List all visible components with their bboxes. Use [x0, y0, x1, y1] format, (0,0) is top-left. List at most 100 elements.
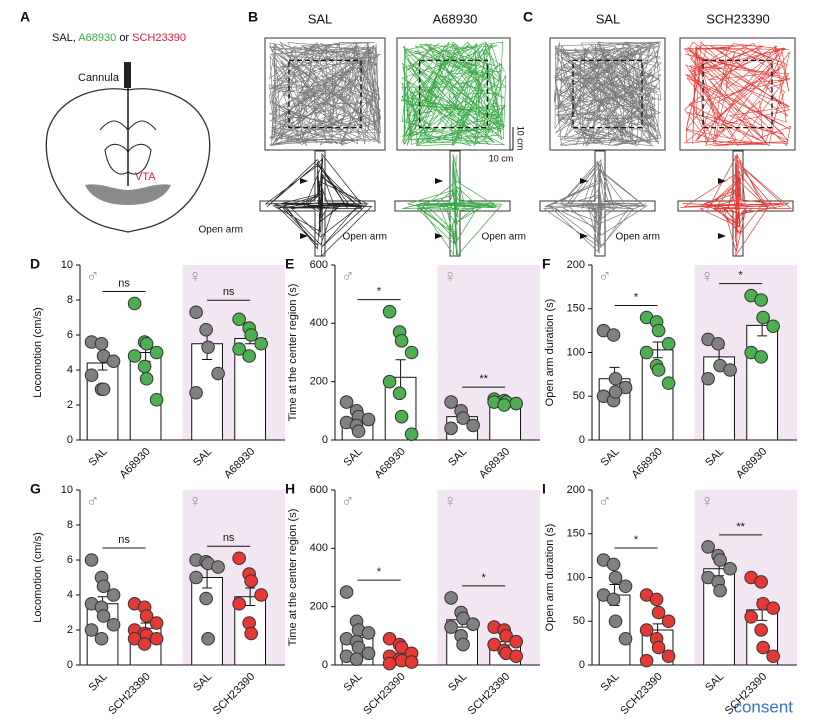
data-point — [211, 560, 225, 574]
data-point — [444, 591, 458, 605]
consent-link[interactable]: consent — [733, 697, 793, 716]
center-zone — [418, 59, 489, 129]
data-point — [84, 623, 99, 637]
data-point — [361, 626, 376, 640]
data-point — [127, 296, 142, 311]
panel-label: B — [248, 9, 258, 25]
error-bar — [652, 341, 663, 359]
y-axis-label: Time at the center region (s) — [287, 509, 299, 647]
panel-label: F — [542, 256, 551, 272]
data-point — [509, 634, 523, 649]
y-tick-label: 0 — [322, 434, 328, 446]
arrow — [435, 178, 443, 184]
data-point — [713, 583, 727, 598]
arrow — [300, 233, 308, 239]
data-point — [444, 421, 458, 436]
significance-label: ns — [118, 534, 130, 546]
bar — [598, 594, 631, 666]
significance-label: * — [738, 270, 743, 282]
error-bar — [245, 587, 256, 606]
data-point — [382, 374, 397, 389]
data-point — [382, 304, 397, 319]
data-point — [756, 640, 770, 655]
data-point — [139, 336, 154, 351]
y-tick-label: 0 — [67, 659, 73, 671]
vta-region — [85, 184, 171, 205]
female-shade — [437, 265, 540, 440]
bar — [746, 324, 779, 441]
sex-symbol: ♀ — [444, 491, 458, 511]
data-point — [201, 340, 215, 355]
y-tick-label: 100 — [567, 346, 585, 358]
data-point — [244, 574, 258, 588]
y-tick-label: 200 — [567, 484, 585, 496]
y-tick-label: 4 — [67, 364, 73, 376]
y-axis-label: Open arm duration (s) — [544, 524, 556, 632]
data-point — [106, 617, 121, 632]
sex-symbol: ♀ — [444, 266, 458, 286]
x-tick-label: SCH23390 — [466, 671, 513, 718]
data-point — [608, 385, 623, 399]
data-point — [394, 334, 409, 348]
significance-label: ns — [223, 532, 235, 544]
data-point — [96, 382, 111, 397]
open-field — [679, 37, 796, 151]
y-axis-label: Open arm duration (s) — [544, 299, 556, 407]
data-point — [106, 354, 121, 369]
sex-symbol: ♀ — [701, 266, 715, 286]
data-point — [392, 386, 407, 401]
data-point — [456, 411, 470, 425]
data-point — [606, 328, 621, 342]
x-tick-label: A68930 — [222, 446, 257, 481]
data-point — [189, 570, 203, 585]
y-tick-label: 6 — [67, 554, 73, 566]
data-point — [618, 631, 633, 646]
data-point — [766, 319, 780, 334]
data-point — [497, 398, 511, 412]
y-tick-label: 200 — [310, 376, 328, 388]
data-point — [639, 623, 654, 637]
y-tick-label: 0 — [322, 659, 328, 671]
data-point — [242, 349, 256, 363]
data-point — [711, 336, 725, 351]
panel-label: G — [30, 481, 41, 497]
x-tick-label: SAL — [599, 671, 622, 694]
maze-outline — [677, 150, 794, 257]
drug-line: SAL, A68930 or SCH23390 — [52, 32, 186, 44]
y-tick-label: 50 — [573, 615, 585, 627]
trajectory — [268, 41, 382, 147]
y-tick-label: 600 — [310, 259, 328, 271]
data-point — [651, 323, 666, 338]
y-tick-label: 400 — [310, 542, 328, 554]
y-axis-label: Time at the center region (s) — [287, 284, 299, 422]
data-point — [96, 609, 111, 623]
y-tick-label: 0 — [67, 434, 73, 446]
x-tick-label: SAL — [446, 671, 469, 694]
x-tick-label: SAL — [87, 671, 110, 694]
x-tick-label: A68930 — [629, 446, 664, 481]
data-point — [651, 640, 666, 655]
cannula — [124, 62, 131, 88]
y-axis-label: Locomotion (cm/s) — [32, 307, 44, 397]
panel-label: H — [285, 481, 295, 497]
center-zone — [702, 59, 773, 129]
panel-title: A68930 — [433, 11, 478, 26]
arrow — [300, 178, 308, 184]
x-tick-label: SAL — [191, 671, 214, 694]
data-point — [232, 342, 246, 356]
y-tick-label: 200 — [310, 601, 328, 613]
x-tick-label: SCH23390 — [361, 671, 408, 718]
bar — [191, 577, 223, 666]
sex-symbol: ♂ — [341, 491, 355, 511]
data-point — [404, 345, 419, 360]
open-field — [264, 37, 386, 151]
arrow — [435, 233, 443, 239]
data-point — [639, 653, 654, 668]
significance-label: ns — [223, 286, 235, 298]
data-point — [137, 637, 152, 651]
significance-label: ns — [118, 277, 130, 289]
panel-title: SAL — [308, 11, 333, 26]
sex-symbol: ♂ — [86, 491, 100, 511]
trajectory — [680, 153, 792, 258]
drug: or — [119, 32, 129, 44]
